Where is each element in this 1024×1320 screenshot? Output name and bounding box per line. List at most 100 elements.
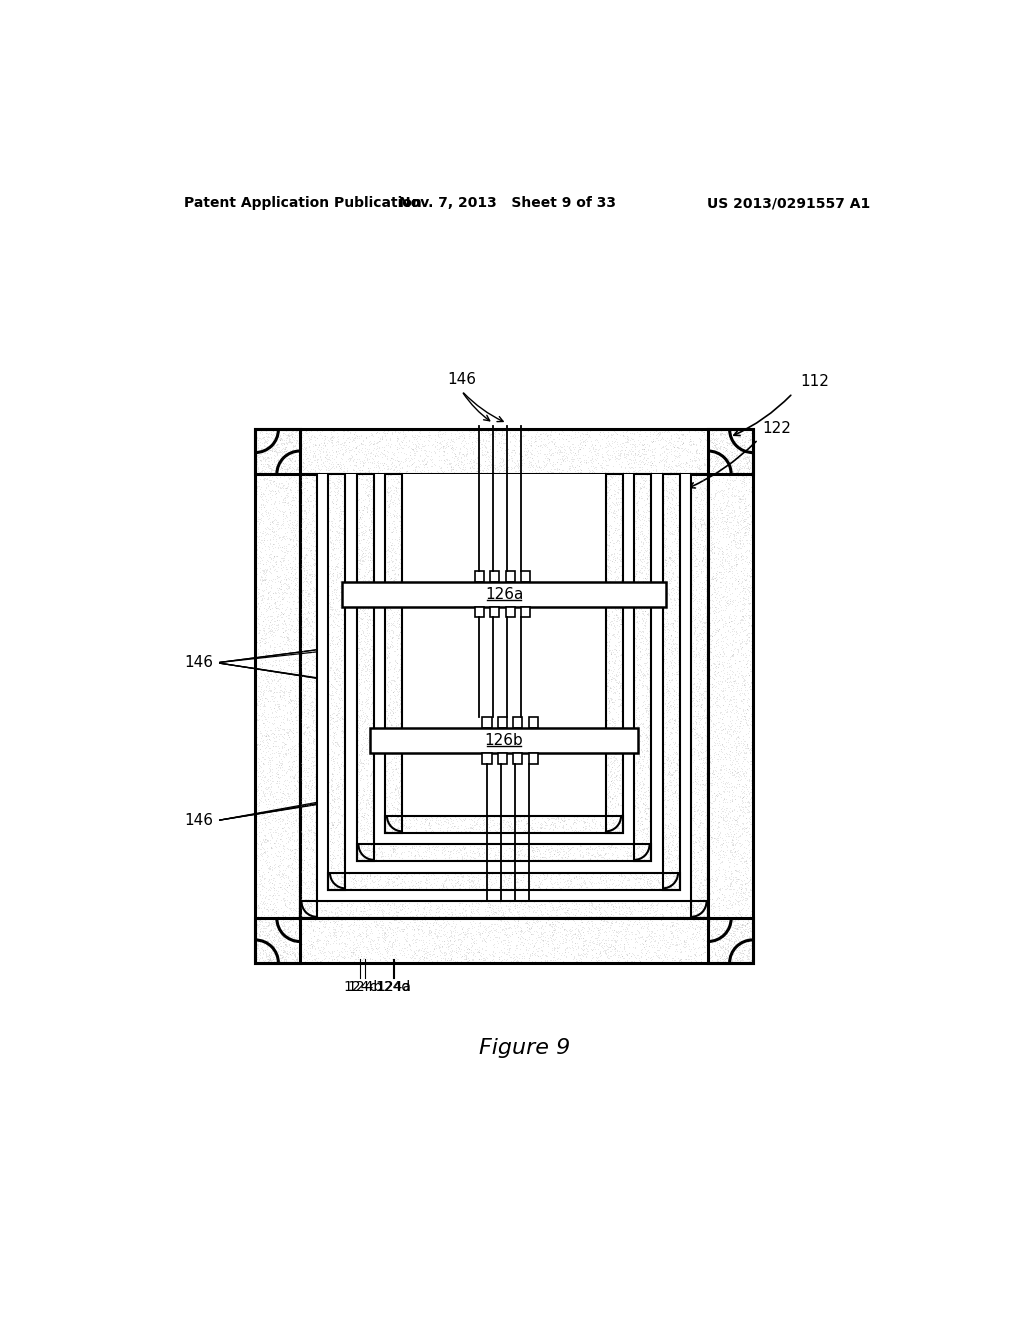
Point [288, 779, 304, 800]
Point [282, 937, 298, 958]
Point [519, 836, 536, 857]
Point [698, 589, 715, 610]
Point [349, 781, 366, 803]
Point [599, 535, 615, 556]
Point [709, 587, 725, 609]
Point [329, 871, 345, 892]
Point [251, 792, 267, 813]
Point [273, 433, 290, 454]
Point [727, 430, 743, 451]
Point [400, 870, 417, 891]
Point [703, 717, 720, 738]
Point [660, 562, 677, 583]
Point [258, 665, 274, 686]
Point [689, 694, 706, 715]
Point [266, 874, 283, 895]
Point [697, 570, 714, 591]
Point [254, 585, 270, 606]
Point [361, 644, 378, 665]
Point [732, 587, 749, 609]
Point [337, 933, 353, 954]
Point [317, 925, 334, 946]
Point [741, 739, 758, 760]
Point [283, 635, 299, 656]
Point [387, 701, 403, 722]
Point [664, 541, 680, 562]
Point [259, 671, 275, 692]
Point [443, 937, 460, 958]
Point [357, 797, 374, 818]
Point [465, 873, 481, 894]
Point [433, 874, 450, 895]
Point [690, 748, 707, 770]
Point [722, 524, 738, 545]
Point [273, 586, 290, 607]
Point [594, 437, 610, 458]
Point [721, 929, 737, 950]
Point [501, 867, 517, 888]
Point [631, 948, 647, 969]
Point [359, 582, 376, 603]
Point [362, 686, 379, 708]
Point [302, 907, 318, 928]
Point [695, 834, 712, 855]
Point [361, 508, 378, 529]
Point [323, 432, 339, 453]
Point [739, 624, 756, 645]
Point [269, 921, 286, 942]
Point [351, 531, 368, 552]
Point [723, 776, 739, 797]
Point [379, 620, 395, 642]
Point [728, 828, 744, 849]
Point [286, 928, 302, 949]
Point [324, 605, 340, 626]
Point [743, 779, 760, 800]
Point [358, 759, 375, 780]
Point [518, 441, 535, 462]
Point [364, 705, 380, 726]
Point [527, 430, 544, 451]
Point [657, 660, 674, 681]
Point [703, 832, 720, 853]
Point [384, 619, 400, 640]
Point [706, 742, 722, 763]
Point [741, 824, 758, 845]
Point [393, 630, 410, 651]
Point [665, 496, 681, 517]
Point [288, 830, 304, 851]
Point [655, 808, 672, 829]
Point [602, 941, 618, 962]
Point [465, 438, 481, 459]
Point [357, 474, 374, 495]
Point [706, 459, 722, 480]
Point [296, 795, 312, 816]
Point [346, 420, 362, 441]
Point [718, 636, 734, 657]
Point [278, 425, 294, 446]
Point [655, 568, 672, 589]
Point [730, 908, 746, 929]
Point [278, 739, 294, 760]
Point [741, 854, 758, 875]
Point [689, 616, 706, 638]
Point [632, 812, 648, 833]
Point [373, 444, 389, 465]
Point [302, 873, 318, 894]
Point [600, 569, 616, 590]
Point [642, 841, 658, 862]
Point [731, 713, 748, 734]
Point [690, 726, 707, 747]
Point [626, 913, 642, 935]
Point [736, 755, 753, 776]
Point [640, 776, 656, 797]
Point [456, 945, 472, 966]
Point [637, 791, 653, 812]
Point [743, 882, 760, 903]
Point [503, 865, 519, 886]
Point [476, 842, 493, 863]
Point [430, 896, 446, 917]
Point [383, 602, 399, 623]
Point [611, 488, 628, 510]
Point [732, 462, 749, 483]
Point [286, 903, 302, 924]
